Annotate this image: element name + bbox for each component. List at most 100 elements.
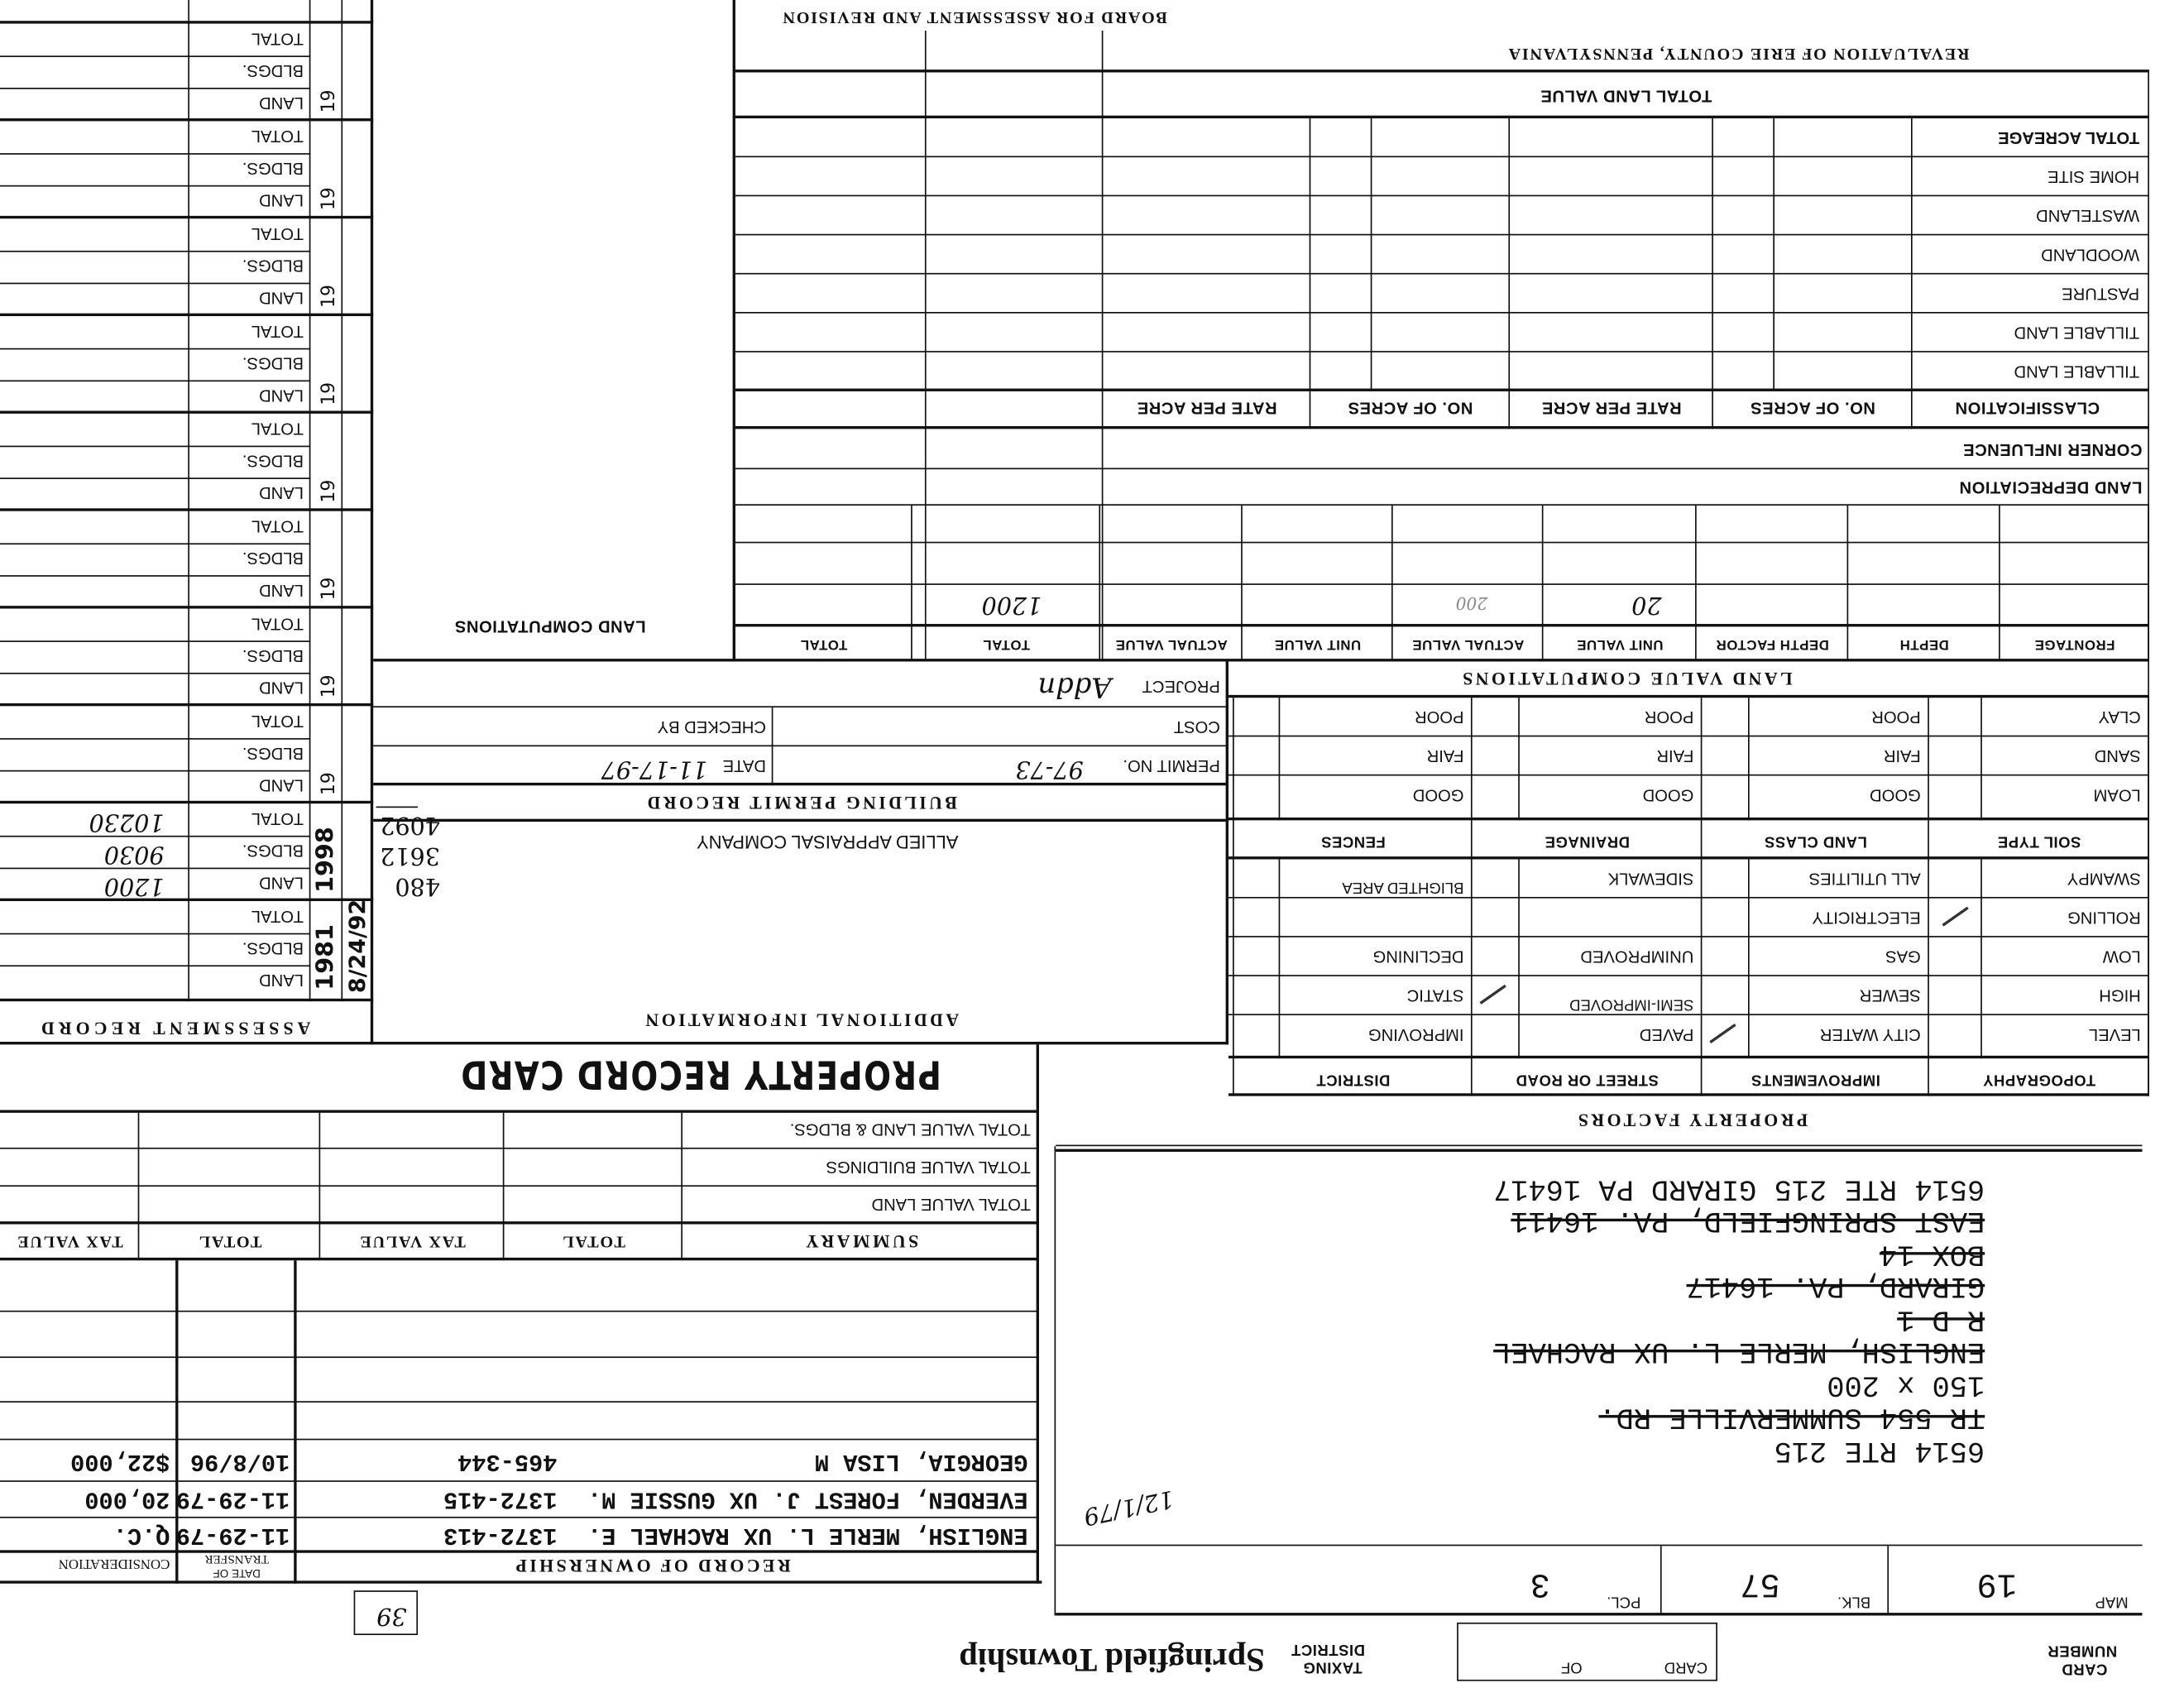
assessment-year: 19 <box>318 577 340 601</box>
soil-group-header: LAND CLASS <box>1764 832 1867 850</box>
rule-line <box>1748 859 1750 1059</box>
assessment-row-label: BLDGS. <box>242 841 304 861</box>
rule-line <box>1228 1055 2149 1059</box>
rule-line <box>502 1112 505 1261</box>
land-value-title: LAND VALUE COMPUTATIONS <box>1459 668 1793 690</box>
rule-line <box>0 1438 1039 1441</box>
card-number-label: CARD <box>2061 1660 2108 1677</box>
township-name: Springfield Township <box>959 1640 1265 1677</box>
assessment-row-label: BLDGS. <box>242 645 304 666</box>
classification-row-label: HOME SITE <box>2047 166 2140 187</box>
assessment-row-label: LAND <box>259 93 304 113</box>
factor-group-header: TOPOGRAPHY <box>1982 1071 2096 1088</box>
project-value: Addn <box>1037 671 1112 705</box>
rule-line <box>0 1185 1039 1187</box>
rule-line <box>0 543 311 545</box>
rule-line <box>318 1112 321 1261</box>
land-depreciation-label: LAND DEPRECIATION <box>1959 477 2143 497</box>
rule-line <box>1228 694 2149 698</box>
factor-option-label: ROLLING <box>2067 908 2141 928</box>
card-number-label: NUMBER <box>2047 1642 2118 1659</box>
assessment-year: 1998 <box>312 827 340 893</box>
summary-column-header: TAX VALUE <box>358 1232 466 1253</box>
factor-option-label: BLIGHTED AREA <box>1342 879 1464 896</box>
classification-row-label: WOODLAND <box>2041 245 2140 265</box>
box-number: 39 <box>376 1601 407 1630</box>
consideration-value: 20,000 <box>84 1484 170 1512</box>
transfer-date: 10/8/96 <box>189 1446 290 1474</box>
building-permit-title: BUILDING PERMIT RECORD <box>644 792 957 813</box>
actual-value-entry: 200 <box>1455 593 1488 613</box>
assessment-row-label: TOTAL <box>251 223 304 244</box>
soil-group-header: SOIL TYPE <box>1997 832 2081 850</box>
factor-option-label: HIGH <box>2099 985 2141 1006</box>
rule-line <box>373 783 1228 786</box>
assessment-row-label: LAND <box>259 288 304 308</box>
rule-line <box>0 380 311 382</box>
rule-line <box>735 351 2149 352</box>
assessment-row-label: LAND <box>259 483 304 503</box>
assessment-record-title: ASSESSMENT RECORD <box>36 1018 311 1039</box>
classification-column-header: RATE PER ACRE <box>1541 398 1682 418</box>
soil-option-label: FAIR <box>1426 746 1464 766</box>
rule-line <box>0 672 311 674</box>
rule-line <box>1228 1014 2149 1016</box>
rule-line <box>1228 896 2149 899</box>
assessed-buildings-value: 9030 <box>103 839 165 868</box>
assessment-row-label: TOTAL <box>251 29 304 49</box>
rule-line <box>0 1550 1039 1553</box>
summary-column-header: TOTAL <box>198 1232 262 1253</box>
assessment-row-label: BLDGS. <box>242 743 304 764</box>
transfer-date: 11-29-79 <box>175 1484 290 1512</box>
rule-line <box>0 770 311 772</box>
rule-line <box>309 0 311 1002</box>
address-line: GIRARD, PA. 16417 <box>1686 1269 1985 1302</box>
rule-line <box>735 583 2149 585</box>
assessment-row-label: LAND <box>259 873 304 893</box>
factor-group-header: IMPROVEMENTS <box>1751 1071 1880 1088</box>
transfer-date: 11-29-79 <box>175 1521 290 1547</box>
factor-option-label: LEVEL <box>2088 1024 2141 1045</box>
rule-line <box>341 0 343 1002</box>
rule-line <box>735 156 2149 158</box>
land-value-column-header: UNIT VALUE <box>1576 636 1664 652</box>
rule-line <box>370 0 374 1045</box>
rule-line <box>373 706 1228 708</box>
rule-line <box>735 70 2149 73</box>
factor-option-label: DECLINING <box>1372 947 1464 967</box>
rule-line <box>1228 975 2149 976</box>
rule-line <box>1927 698 1929 1096</box>
rule-line <box>1056 1144 2143 1147</box>
card-title: PROPERTY RECORD CARD <box>459 1051 941 1098</box>
rule-line <box>0 998 374 1002</box>
soil-group-header: DRAINAGE <box>1545 832 1630 850</box>
date-of-transfer-header: TRANSFER <box>204 1552 269 1567</box>
factor-group-header: DISTRICT <box>1315 1071 1391 1088</box>
project-label: PROJECT <box>1142 676 1220 697</box>
assessment-row-label: BLDGS. <box>242 256 304 276</box>
rule-line <box>1228 735 2149 737</box>
rule-line <box>0 88 311 89</box>
rule-line <box>1056 1149 2143 1152</box>
additional-figure: 480 <box>395 871 441 900</box>
soil-option-label: GOOD <box>1412 785 1464 805</box>
rule-line <box>735 311 2149 314</box>
rule-line <box>733 0 735 662</box>
rule-line <box>0 1356 1039 1359</box>
rule-line <box>373 818 1228 822</box>
rule-line <box>0 606 374 609</box>
assessment-year: 19 <box>318 89 340 113</box>
factor-option-label: UNIMPROVED <box>1580 947 1694 967</box>
address-line: 150 x 200 <box>1827 1367 1985 1400</box>
rule-line <box>188 0 189 1002</box>
assessment-row-label: TOTAL <box>251 516 304 536</box>
rule-line <box>1054 1146 1056 1616</box>
factor-option-label: IMPROVING <box>1367 1024 1464 1045</box>
rule-line <box>735 504 2149 506</box>
classification-row-label: TOTAL ACREAGE <box>1998 127 2140 148</box>
summary-column-header: TAX VALUE <box>16 1232 123 1253</box>
date-of-transfer-header: DATE OF <box>213 1566 261 1580</box>
check-mark-icon <box>1942 907 1969 927</box>
unit-value-entry: 20 <box>1631 590 1662 619</box>
classification-row-label: TILLABLE LAND <box>2014 362 2140 382</box>
